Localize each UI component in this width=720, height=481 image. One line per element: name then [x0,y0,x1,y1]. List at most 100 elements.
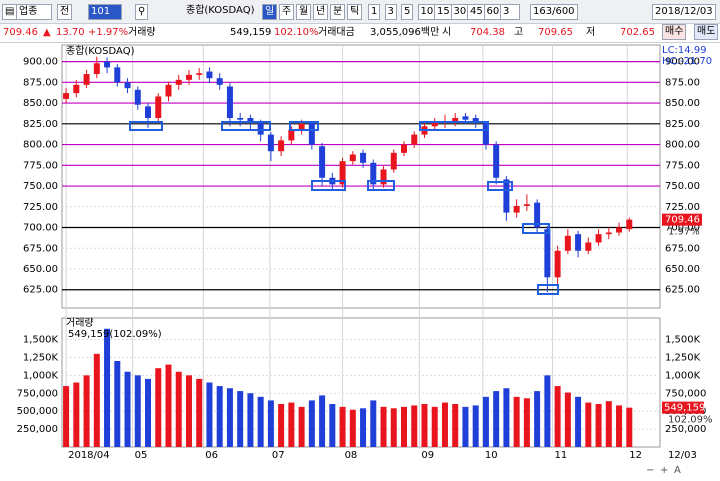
volume-bar [114,361,121,447]
quote-bar: 709.46 ▲ 13.70 +1.97% 거래량 549,159 102.10… [0,24,720,43]
candle-body [298,123,305,130]
candle-body [63,93,70,99]
period-button[interactable]: 년 [313,4,329,20]
y-tick-label: 875.00 [665,77,700,88]
volume-bar [472,405,479,447]
code-input[interactable]: 101 [88,4,122,20]
candle-body [339,161,346,185]
change-pct: +1.97% [88,27,129,38]
x-end-label: 12/03 [668,450,697,461]
candle-body [175,79,182,85]
zoom-controls[interactable]: − + A [646,465,681,476]
range-display: 163/600 [530,4,578,20]
price-title: 종합(KOSDAQ) [66,45,135,57]
y-tick-label: 650.00 [665,264,700,275]
font-size[interactable]: A [674,465,681,476]
candle-body [513,205,520,213]
last-price-label: 709.46 [665,215,700,226]
volume-bar [257,396,264,447]
sell-button[interactable]: 매도 [694,24,719,40]
x-tick-label: 05 [135,450,148,461]
volume-bar [83,375,90,447]
period-button[interactable]: 분 [330,4,346,20]
volume-bar [339,406,346,447]
candle-body [349,154,356,162]
candle-body [247,118,254,123]
y-tick-label: 750.00 [23,181,58,192]
interval-button[interactable]: 1 [368,4,381,20]
zoom-out[interactable]: − [646,465,654,476]
candle-body [308,122,315,145]
candle-body [360,152,367,163]
candle-body [93,63,100,75]
y-tick-label: 725.00 [665,202,700,213]
mode-button[interactable]: 전 [57,4,73,20]
candle-body [226,86,233,119]
lc-label: LC:14.99 [662,45,707,56]
last-volume-label: 549,159 [664,403,705,414]
last-volume-tag [662,401,704,414]
volume-value-label: 549,159(102.09%) [68,329,162,340]
candle-body [472,118,479,123]
volume-bar [513,396,520,447]
volume-bar [462,406,469,447]
period-button[interactable]: 주 [279,4,295,20]
highlight-box [537,284,559,295]
x-tick-label: 11 [554,450,567,461]
period-button[interactable]: 월 [296,4,312,20]
last-price-tag [662,213,702,226]
y-tick-label: 750,000 [17,388,58,399]
market-select[interactable]: 업종 [16,4,52,20]
volume-bar [390,408,397,447]
candle-body [124,82,131,89]
open: 704.38 [470,27,505,38]
y-tick-label: 850.00 [23,98,58,109]
candle-body [523,204,530,206]
volume-bar [534,391,541,447]
y-tick-label: 900.00 [665,57,700,68]
candle-body [165,84,172,97]
change: 13.70 [56,27,85,38]
y-tick-label: 750,000 [665,388,706,399]
search-button[interactable]: ⚲ [135,4,149,20]
candle-body [534,202,541,228]
interval-button[interactable]: 60 [483,4,503,20]
last-change-label: 1.97% [668,227,700,238]
count-select[interactable]: 3 [500,4,520,20]
y-tick-label: 1,250K [665,352,701,363]
y-tick-label: 775.00 [665,160,700,171]
y-tick-label: 250,000 [17,424,58,435]
hc-label: HC:-21.70 [662,56,712,67]
candle-body [564,235,571,251]
period-button[interactable]: 일 [262,4,278,20]
y-tick-label: 675.00 [23,243,58,254]
y-tick-label: 800.00 [23,140,58,151]
x-tick-label: 06 [205,450,218,461]
volume-bar [267,400,274,447]
volume-bar [104,328,111,447]
period-button[interactable]: 틱 [347,4,363,20]
candle-body [431,122,438,127]
highlight-box [129,121,163,131]
interval-button[interactable]: 5 [401,4,414,20]
volume-pct: 102.10% [274,27,319,38]
volume-bar [298,406,305,447]
volume-bar [411,405,418,447]
volume-bar [124,371,131,447]
candle-body [155,96,162,119]
x-tick-label: 12 [629,450,642,461]
volume-bar [564,392,571,447]
interval-button[interactable]: 3 [384,4,397,20]
chart: 2018/04 05 06 07 08 09 10 11 12 625.00 625.00 650.0… [0,43,720,481]
buy-button[interactable]: 매수 [662,24,687,40]
candle-body [452,118,459,122]
candle-body [401,144,408,153]
date-input[interactable]: 2018/12/03 [652,4,716,20]
zoom-in[interactable]: + [660,465,668,476]
candle-body [493,144,500,178]
price-panel [61,44,661,309]
volume-bar [503,388,510,447]
y-tick-label: 800.00 [665,140,700,151]
volume-bar [165,364,172,447]
